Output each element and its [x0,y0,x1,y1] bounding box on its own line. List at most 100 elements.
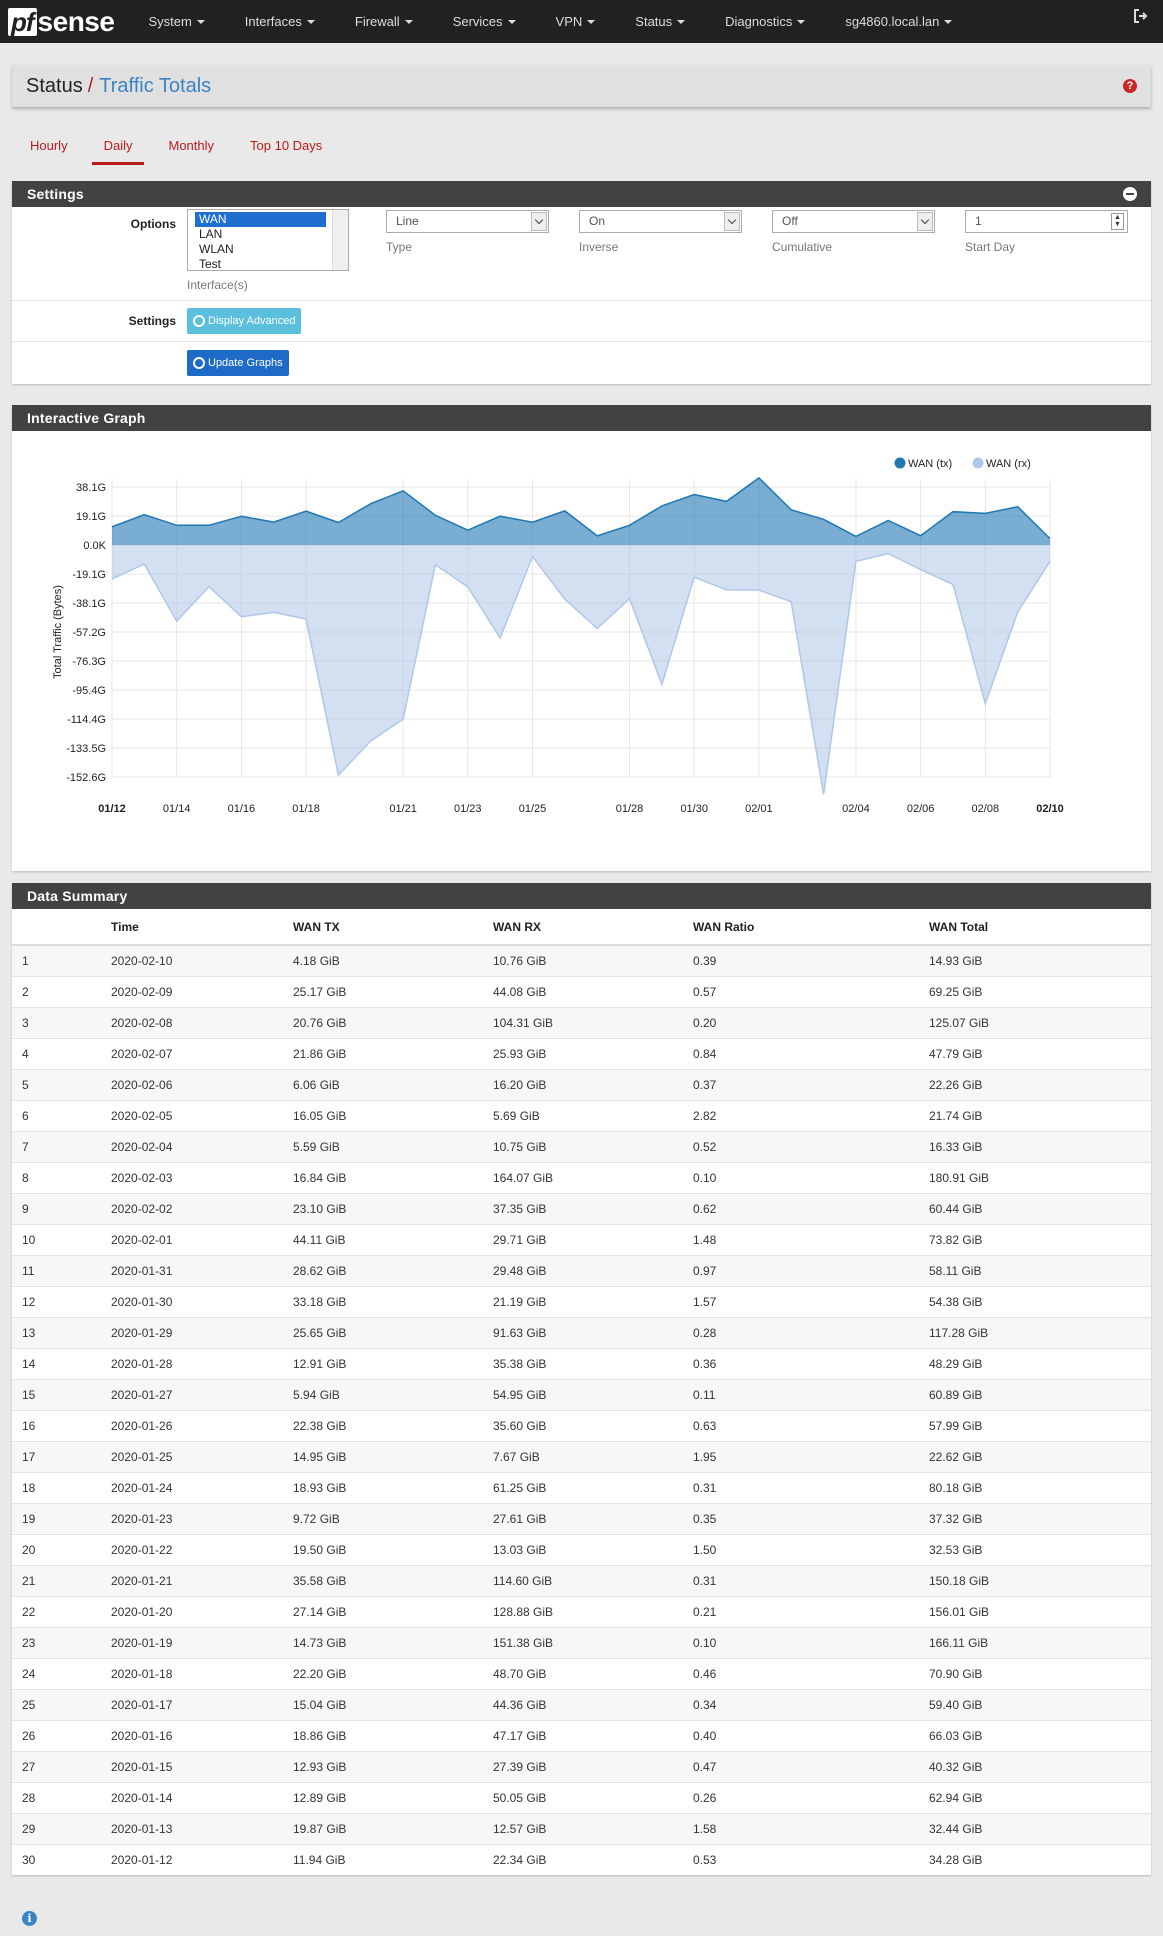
row-wan-rx: 29.48 GiB [493,1254,693,1286]
row-time: 2020-02-03 [111,1161,293,1193]
table-row: 4 2020-02-07 21.86 GiB 25.93 GiB 0.84 47.79 G… [12,1037,1151,1069]
row-time: 2020-01-29 [111,1316,293,1348]
row-wan-tx: 23.10 GiB [293,1192,493,1224]
row-wan-rx: 27.61 GiB [493,1502,693,1534]
row-wan-tx: 33.18 GiB [293,1285,493,1317]
graph-panel: Interactive Graph 38.1G 19.1G 0.0K -19.1G -3… [12,405,1151,871]
table-row: 5 2020-02-06 6.06 GiB 16.20 GiB 0.37 22.26 Gi… [12,1068,1151,1100]
row-wan-rx: 47.17 GiB [493,1719,693,1751]
interface-option[interactable]: WLAN [199,242,234,256]
tab-monthly[interactable]: Monthly [168,137,215,153]
col-wan-tx[interactable]: WAN TX [293,909,493,946]
col-index [12,909,111,946]
chevron-down-icon [306,19,315,24]
update-graphs-button[interactable]: Update Graphs [187,350,289,376]
start-day-input[interactable]: 1 ▲ ▼ [965,210,1128,233]
row-wan-tx: 14.73 GiB [293,1626,493,1658]
row-wan-rx: 61.25 GiB [493,1471,693,1503]
table-row: 13 2020-01-29 25.65 GiB 91.63 GiB 0.28 117.28… [12,1316,1151,1348]
row-wan-rx: 10.75 GiB [493,1130,693,1162]
col-wan-rx[interactable]: WAN RX [493,909,693,946]
row-wan-ratio: 0.34 [693,1688,929,1720]
row-wan-ratio: 1.50 [693,1533,929,1565]
row-wan-ratio: 1.95 [693,1440,929,1472]
listbox-scrollbar[interactable] [332,210,348,270]
collapse-icon[interactable] [1123,187,1137,201]
gear-icon [193,315,205,327]
row-wan-ratio: 0.31 [693,1564,929,1596]
row-wan-ratio: 0.53 [693,1843,929,1875]
row-index: 21 [12,1564,111,1596]
legend-label: WAN (tx) [908,458,952,470]
display-advanced-button[interactable]: Display Advanced [187,308,302,334]
info-icon[interactable]: i [22,1911,37,1926]
row-wan-total: 180.91 GiB [929,1161,1151,1193]
nav-services[interactable]: Services [433,0,536,43]
col-time[interactable]: Time [111,909,293,946]
interface-option[interactable]: LAN [199,227,223,241]
row-wan-total: 125.07 GiB [929,1006,1151,1038]
row-wan-tx: 12.91 GiB [293,1347,493,1379]
row-wan-ratio: 0.63 [693,1409,929,1441]
row-wan-tx: 25.65 GiB [293,1316,493,1348]
summary-panel-title: Data Summary [27,888,128,904]
row-wan-rx: 5.69 GiB [493,1099,693,1131]
chevron-down-icon [531,212,547,231]
table-row: 12 2020-01-30 33.18 GiB 21.19 GiB 1.57 54.38 … [12,1285,1151,1317]
row-index: 24 [12,1657,111,1689]
interfaces-listbox[interactable]: WAN LAN WLAN Test [187,209,349,271]
cumulative-select[interactable]: Off [772,210,935,233]
pfsense-logo[interactable]: pf sense [8,0,115,43]
col-wan-ratio[interactable]: WAN Ratio [693,909,929,946]
top-navbar: pf sense System Interfaces Firewall Servi… [0,0,1163,43]
type-select[interactable]: Line [386,210,549,233]
row-wan-ratio: 0.97 [693,1254,929,1286]
table-row: 29 2020-01-13 19.87 GiB 12.57 GiB 1.58 32.44 … [12,1812,1151,1844]
row-wan-ratio: 0.46 [693,1657,929,1689]
logout-icon[interactable] [1133,8,1149,24]
row-wan-rx: 151.38 GiB [493,1626,693,1658]
tab-top-10-days[interactable]: Top 10 Days [250,137,323,153]
tab-daily[interactable]: Daily [91,125,145,165]
row-wan-ratio: 0.40 [693,1719,929,1751]
col-wan-total[interactable]: WAN Total [929,909,1151,946]
nav-interfaces[interactable]: Interfaces [225,0,335,43]
inverse-label: Inverse [579,240,619,254]
row-index: 15 [12,1378,111,1410]
row-wan-tx: 22.38 GiB [293,1409,493,1441]
x-tick-label: 02/01 [745,803,773,815]
spinner-icon[interactable]: ▲ ▼ [1111,213,1124,230]
cumulative-label: Cumulative [772,240,833,254]
row-wan-rx: 37.35 GiB [493,1192,693,1224]
row-time: 2020-01-28 [111,1347,293,1379]
nav-diagnostics[interactable]: Diagnostics [705,0,825,43]
chevron-down-icon [944,19,953,24]
help-icon[interactable]: ? [1123,79,1137,93]
row-index: 3 [12,1006,111,1038]
row-wan-tx: 15.04 GiB [293,1688,493,1720]
type-group: Line Type [386,207,579,300]
inverse-select[interactable]: On [579,210,742,233]
interface-option[interactable]: Test [199,257,222,271]
breadcrumb-status[interactable]: Status [26,74,83,97]
row-index: 25 [12,1688,111,1720]
table-row: 27 2020-01-15 12.93 GiB 27.39 GiB 0.47 40.32 … [12,1750,1151,1782]
traffic-chart[interactable]: 38.1G 19.1G 0.0K -19.1G -38.1G -57.2G -76.3G -9… [12,431,1151,871]
row-wan-tx: 20.76 GiB [293,1006,493,1038]
nav-status[interactable]: Status [615,0,705,43]
summary-table: Time WAN TX WAN RX WAN Ratio WAN Total 1… [12,909,1151,1875]
breadcrumb-page[interactable]: Traffic Totals [99,74,212,97]
nav-firewall[interactable]: Firewall [335,0,433,43]
row-wan-total: 22.62 GiB [929,1440,1151,1472]
row-wan-rx: 35.38 GiB [493,1347,693,1379]
nav-hostname[interactable]: sg4860.local.lan [825,0,972,43]
interface-option[interactable]: WAN [195,212,326,227]
row-wan-tx: 9.72 GiB [293,1502,493,1534]
tab-hourly[interactable]: Hourly [30,137,68,153]
row-time: 2020-02-04 [111,1130,293,1162]
nav-vpn[interactable]: VPN [536,0,616,43]
chevron-down-icon [196,19,205,24]
table-row: 7 2020-02-04 5.59 GiB 10.75 GiB 0.52 16.33 Gi… [12,1130,1151,1162]
row-wan-ratio: 0.10 [693,1161,929,1193]
nav-system[interactable]: System [128,0,224,43]
